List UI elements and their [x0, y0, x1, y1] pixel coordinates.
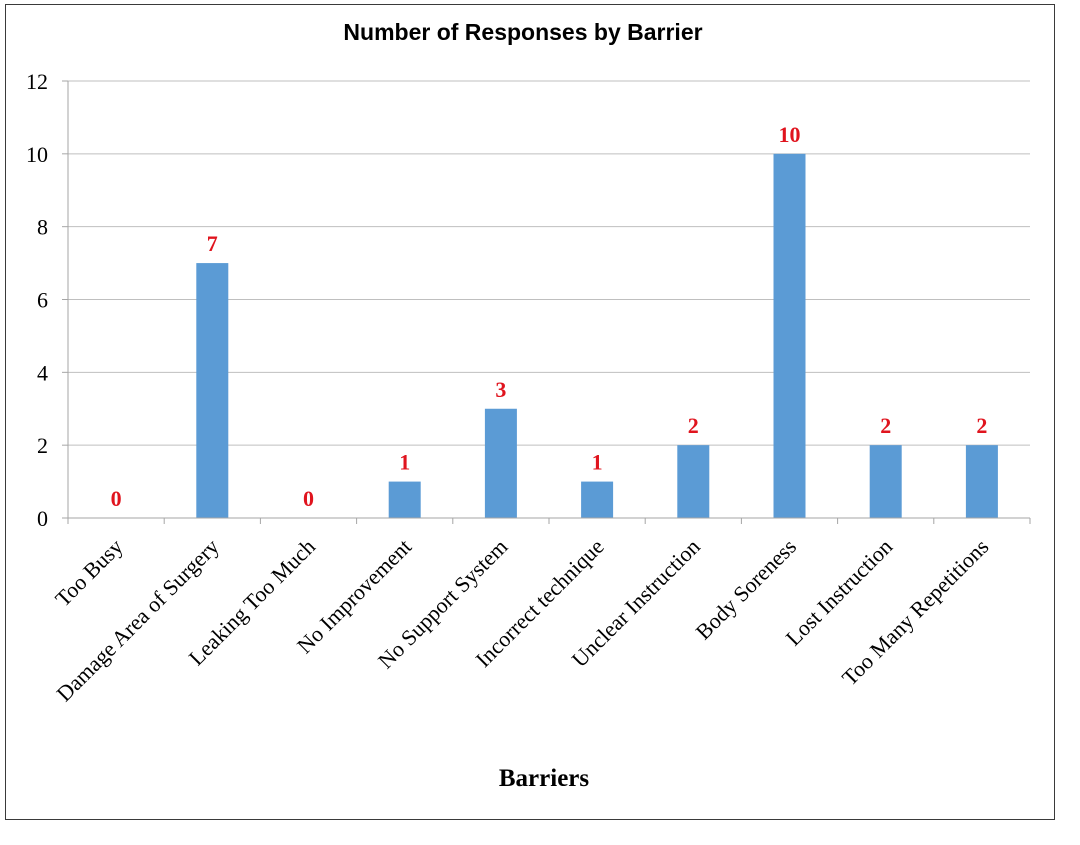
y-tick-label: 4 — [37, 360, 48, 385]
gridlines — [68, 80, 1030, 446]
y-tick-label: 10 — [26, 142, 48, 167]
data-label: 2 — [688, 413, 699, 438]
data-labels: 0 7 0 1 3 1 2 10 2 2 — [111, 122, 988, 511]
chart-title: Number of Responses by Barrier — [343, 19, 702, 45]
data-label: 2 — [976, 413, 987, 438]
y-tick-label: 12 — [26, 69, 48, 94]
y-tick-label: 8 — [37, 215, 48, 240]
y-tick-label: 0 — [37, 506, 48, 531]
bar — [869, 445, 902, 518]
bar — [196, 263, 229, 518]
bar — [677, 445, 710, 518]
data-label: 2 — [880, 413, 891, 438]
data-label: 0 — [303, 486, 314, 511]
data-label: 1 — [592, 450, 603, 475]
y-tick-label: 2 — [37, 433, 48, 458]
x-axis-label: Barriers — [499, 765, 590, 792]
x-tick-label: Too Busy — [50, 534, 128, 612]
chart-frame — [5, 4, 1055, 820]
data-label: 1 — [399, 450, 410, 475]
bar — [388, 481, 421, 518]
data-label: 3 — [495, 377, 506, 402]
bar — [773, 153, 806, 519]
x-tick-label: Damage Area of Surgery — [51, 534, 223, 706]
bars — [196, 153, 998, 519]
y-axis-ticks: 0 2 4 6 8 10 12 — [26, 69, 68, 531]
bar — [581, 481, 614, 518]
bar — [484, 408, 517, 518]
y-tick-label: 6 — [37, 288, 48, 313]
bar — [965, 445, 998, 518]
data-label: 7 — [207, 231, 218, 256]
data-label: 0 — [111, 486, 122, 511]
data-label: 10 — [779, 122, 801, 147]
